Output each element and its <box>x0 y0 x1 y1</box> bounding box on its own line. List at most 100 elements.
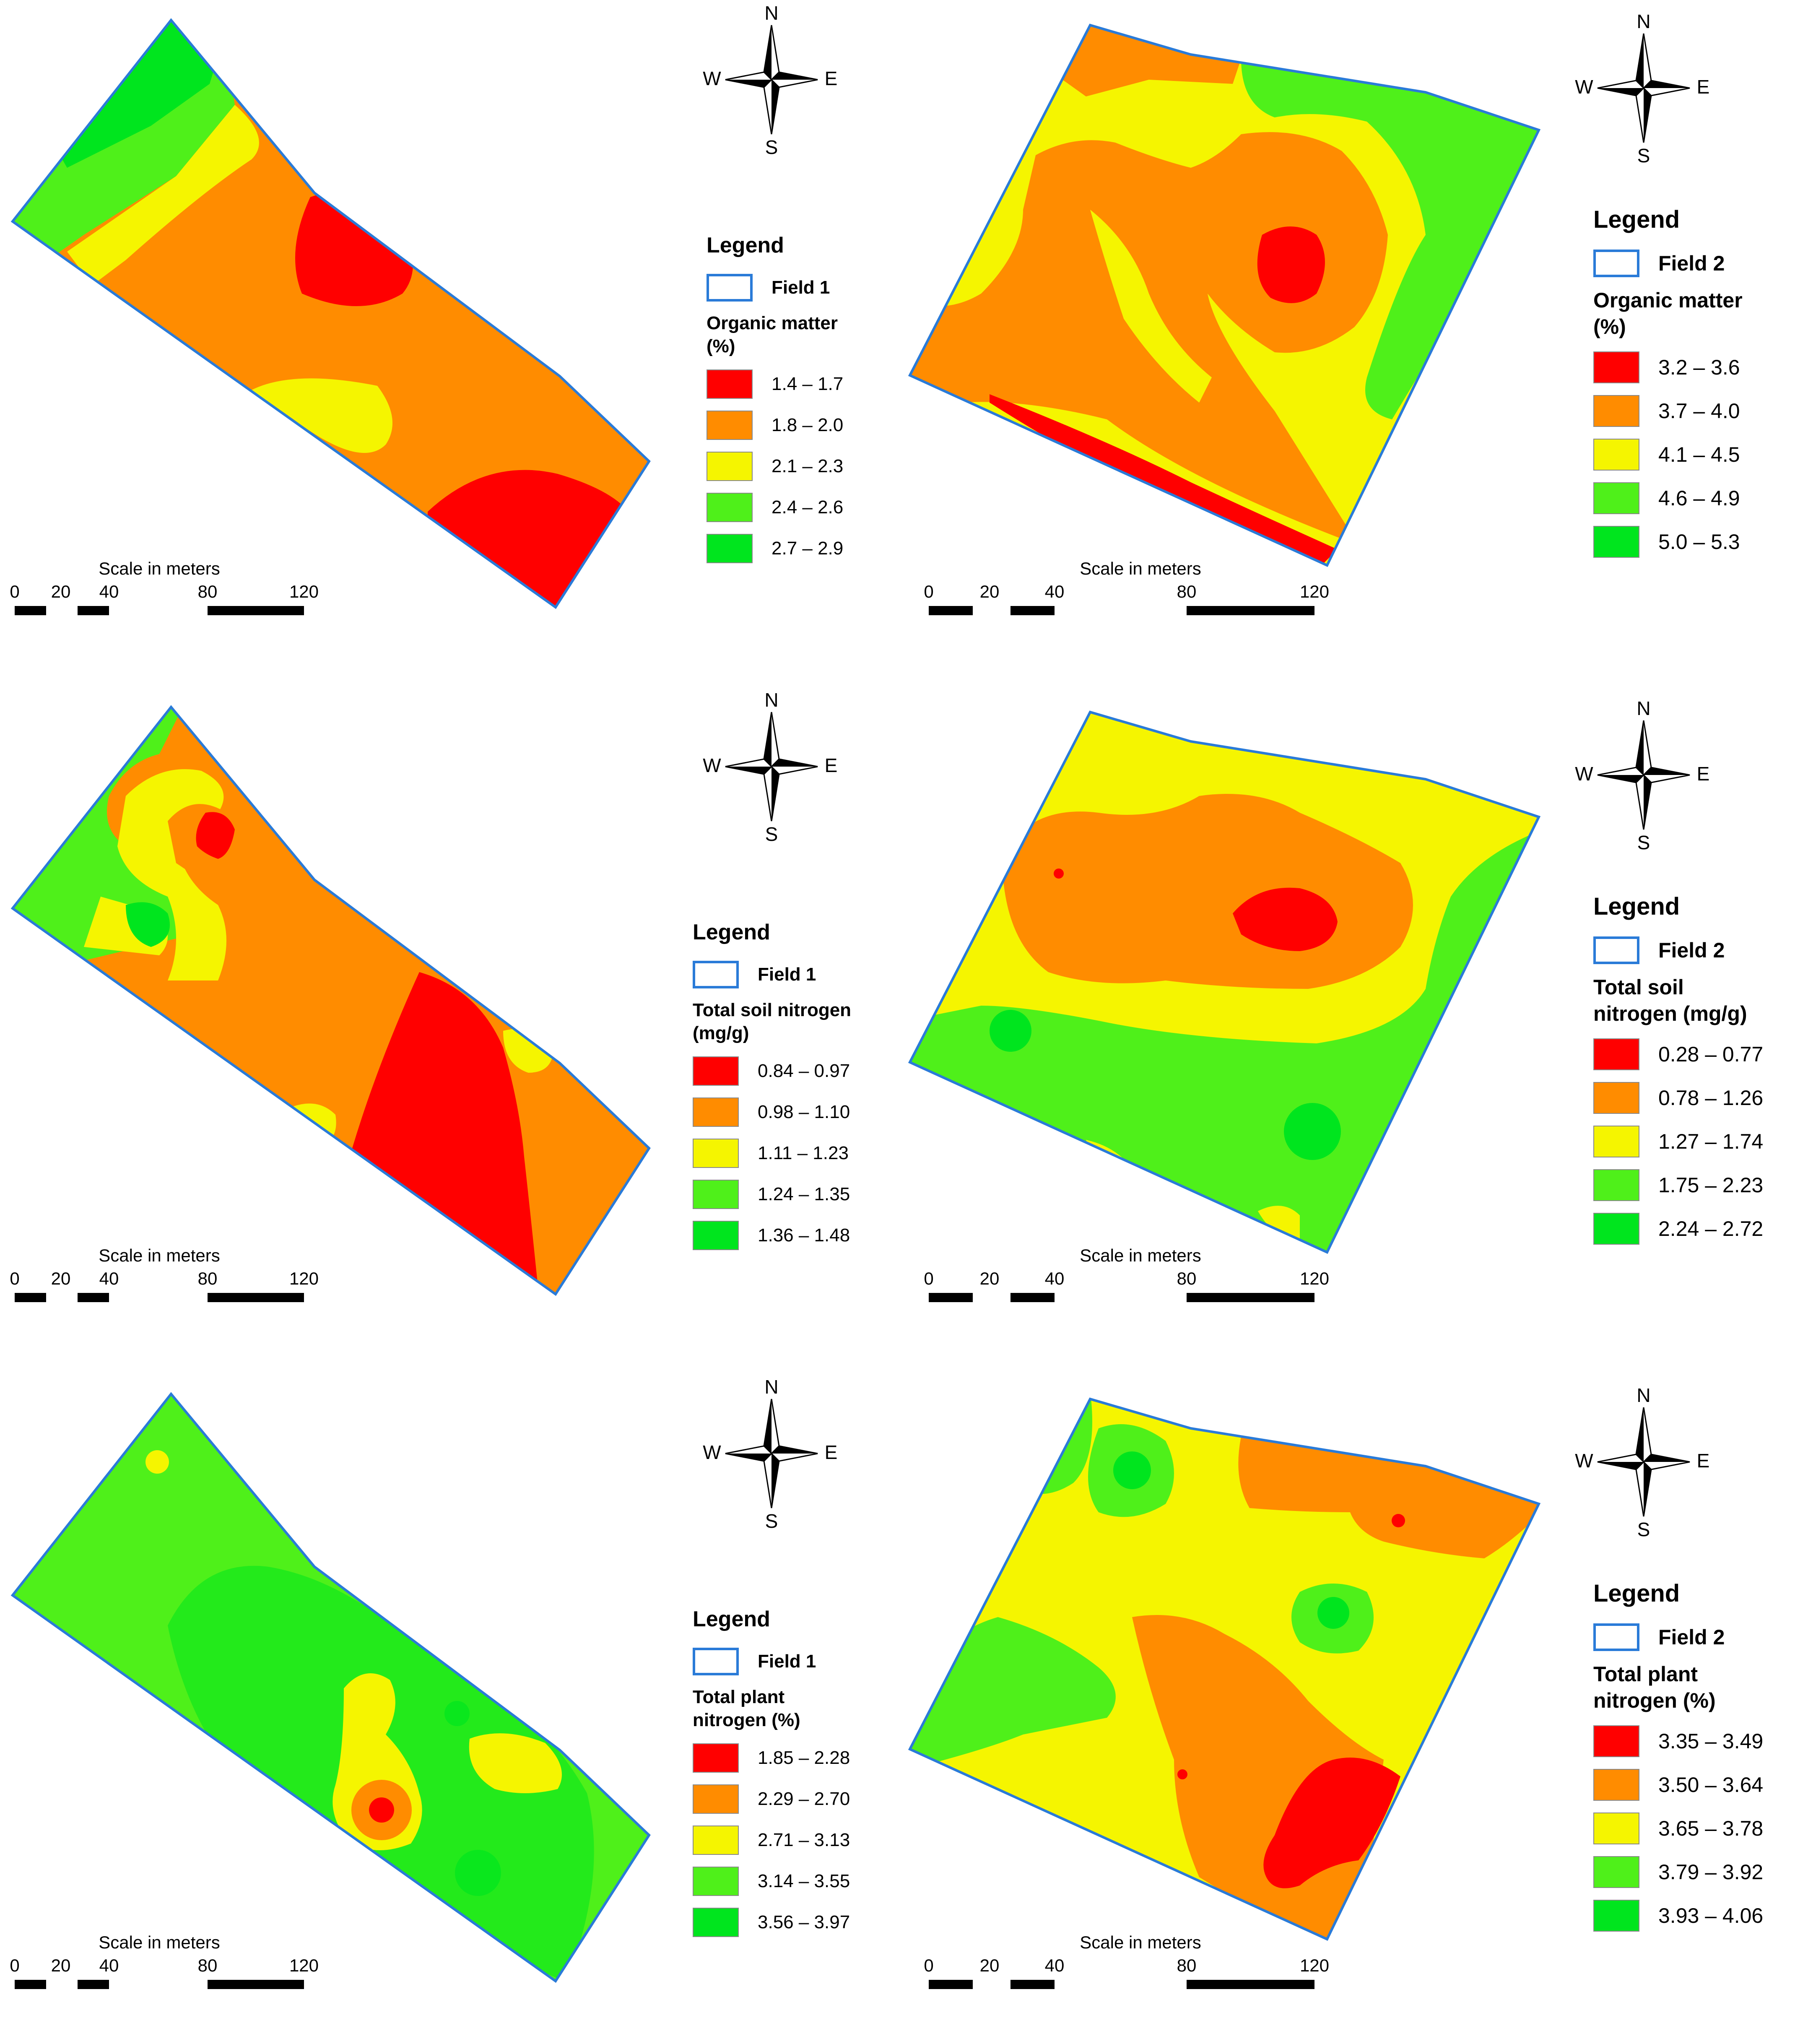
legend-title: Legend <box>693 1607 770 1631</box>
swatch-yellow <box>1593 439 1639 471</box>
scale-tick: 0 <box>924 1956 933 1975</box>
scale-tick: 120 <box>289 582 319 601</box>
variable-label: Organic matter (%) <box>707 312 843 358</box>
swatch-yellow <box>693 1139 739 1168</box>
compass-s: S <box>765 1510 778 1532</box>
zone-yellow <box>117 769 226 980</box>
class-range: 1.75 – 2.23 <box>1658 1173 1764 1197</box>
class-range: 4.1 – 4.5 <box>1658 443 1740 466</box>
panel-field1-total-soil-nitrogen: N S W E Legend Field 1 Total soil nitrog… <box>0 687 897 1357</box>
swatch-red <box>1593 1038 1639 1070</box>
swatch-green <box>1593 1213 1639 1245</box>
scale-tick: 20 <box>51 1269 71 1288</box>
legend-class: 2.7 – 2.9 <box>707 534 843 563</box>
panel-field2-organic-matter: N S W E Legend Field 2 Organic matter (%… <box>897 0 1795 670</box>
legend-class: 1.4 – 1.7 <box>707 369 843 399</box>
variable-line-2: nitrogen (mg/g) <box>1593 1001 1747 1025</box>
legend-title: Legend <box>1593 1580 1680 1607</box>
swatch-light-green <box>693 1867 739 1896</box>
legend: Legend Field 1 Total plant nitrogen (%) … <box>693 1607 850 1937</box>
scale-tick: 0 <box>924 582 933 601</box>
compass-e: E <box>1696 76 1710 98</box>
scale-tick: 0 <box>10 1269 19 1288</box>
zone-red <box>1177 1769 1187 1779</box>
legend: Legend Field 2 Total soil nitrogen (mg/g… <box>1593 892 1763 1245</box>
north-arrow-compass: N S W E <box>1575 1384 1709 1540</box>
scale-title: Scale in meters <box>99 1932 220 1952</box>
zone-green <box>1317 1597 1349 1629</box>
legend-field-entry: Field 2 <box>1593 250 1743 277</box>
swatch-orange <box>1593 1769 1639 1801</box>
variable-line-2: nitrogen (%) <box>1593 1688 1716 1712</box>
legend-class: 2.24 – 2.72 <box>1593 1213 1763 1245</box>
compass-n: N <box>1637 697 1651 719</box>
legend-class: 3.65 – 3.78 <box>1593 1813 1763 1844</box>
class-range: 3.79 – 3.92 <box>1658 1860 1764 1884</box>
compass-star-icon <box>725 25 818 135</box>
scale-tick: 40 <box>99 1269 119 1288</box>
legend-class: 1.27 – 1.74 <box>1593 1126 1763 1157</box>
legend-class: 5.0 – 5.3 <box>1593 526 1743 558</box>
scale-bar: Scale in meters 0 20 40 80 120 <box>10 559 319 615</box>
class-range: 2.29 – 2.70 <box>758 1789 850 1809</box>
class-range: 3.35 – 3.49 <box>1658 1729 1764 1753</box>
class-range: 0.28 – 0.77 <box>1658 1043 1764 1066</box>
variable-line-2: (%) <box>1593 315 1626 338</box>
legend: Legend Field 2 Total plant nitrogen (%) … <box>1593 1579 1763 1932</box>
compass-s: S <box>1637 832 1650 853</box>
scale-tick: 80 <box>198 582 218 601</box>
field-boundary-swatch <box>1593 936 1639 964</box>
compass-s: S <box>1637 1519 1650 1540</box>
variable-label: Total soil nitrogen (mg/g) <box>693 999 851 1045</box>
swatch-orange <box>1593 395 1639 427</box>
field-boundary <box>908 710 1541 1254</box>
compass-w: W <box>1575 763 1593 785</box>
swatch-orange <box>1593 1082 1639 1114</box>
field-boundary <box>908 1397 1541 1941</box>
scale-tick: 0 <box>10 582 19 601</box>
legend-title: Legend <box>1593 893 1680 920</box>
class-range: 1.27 – 1.74 <box>1658 1130 1764 1153</box>
class-range: 0.84 – 0.97 <box>758 1061 850 1081</box>
legend-class: 4.1 – 4.5 <box>1593 439 1743 471</box>
swatch-green <box>1593 1900 1639 1932</box>
variable-line-1: Total plant <box>693 1687 785 1707</box>
swatch-yellow <box>693 1826 739 1855</box>
zone-green <box>1113 1451 1151 1489</box>
swatch-red <box>1593 1725 1639 1757</box>
zone-red <box>990 394 1338 565</box>
scale-tick: 40 <box>99 1956 119 1975</box>
compass-w: W <box>703 754 721 776</box>
scale-tick: 40 <box>1045 582 1065 601</box>
compass-w: W <box>1575 1450 1593 1472</box>
scale-tick: 20 <box>980 582 1000 601</box>
scale-tick: 80 <box>198 1269 218 1288</box>
swatch-light-green <box>707 493 753 522</box>
swatch-red <box>1593 351 1639 383</box>
field-boundary-swatch <box>707 274 753 302</box>
class-range: 2.7 – 2.9 <box>772 538 844 559</box>
swatch-red <box>693 1743 739 1773</box>
field-label: Field 1 <box>758 1651 816 1672</box>
swatch-orange <box>693 1784 739 1814</box>
compass-e: E <box>1696 1450 1710 1472</box>
swatch-light-green <box>693 1180 739 1209</box>
class-range: 2.71 – 3.13 <box>758 1830 850 1850</box>
panel-field1-total-plant-nitrogen: N S W E Legend Field 1 Total plant nitro… <box>0 1374 897 2044</box>
scale-tick: 120 <box>289 1269 319 1288</box>
scale-tick: 40 <box>99 582 119 601</box>
zone-yellow <box>469 1733 562 1793</box>
swatch-yellow <box>1593 1126 1639 1157</box>
scale-tick: 80 <box>1177 1269 1197 1288</box>
panel-field2-total-soil-nitrogen: N S W E Legend Field 2 Total soil nitrog… <box>897 687 1795 1357</box>
class-range: 2.4 – 2.6 <box>772 497 844 518</box>
compass-e: E <box>824 68 838 89</box>
compass-e: E <box>824 754 838 776</box>
map-field1-organic-matter <box>10 18 651 609</box>
compass-star-icon <box>725 1399 818 1508</box>
zone-red <box>1257 226 1325 303</box>
compass-n: N <box>1637 10 1651 32</box>
swatch-yellow <box>1593 1813 1639 1844</box>
zone-yellow <box>67 105 259 285</box>
swatch-green <box>707 534 753 563</box>
